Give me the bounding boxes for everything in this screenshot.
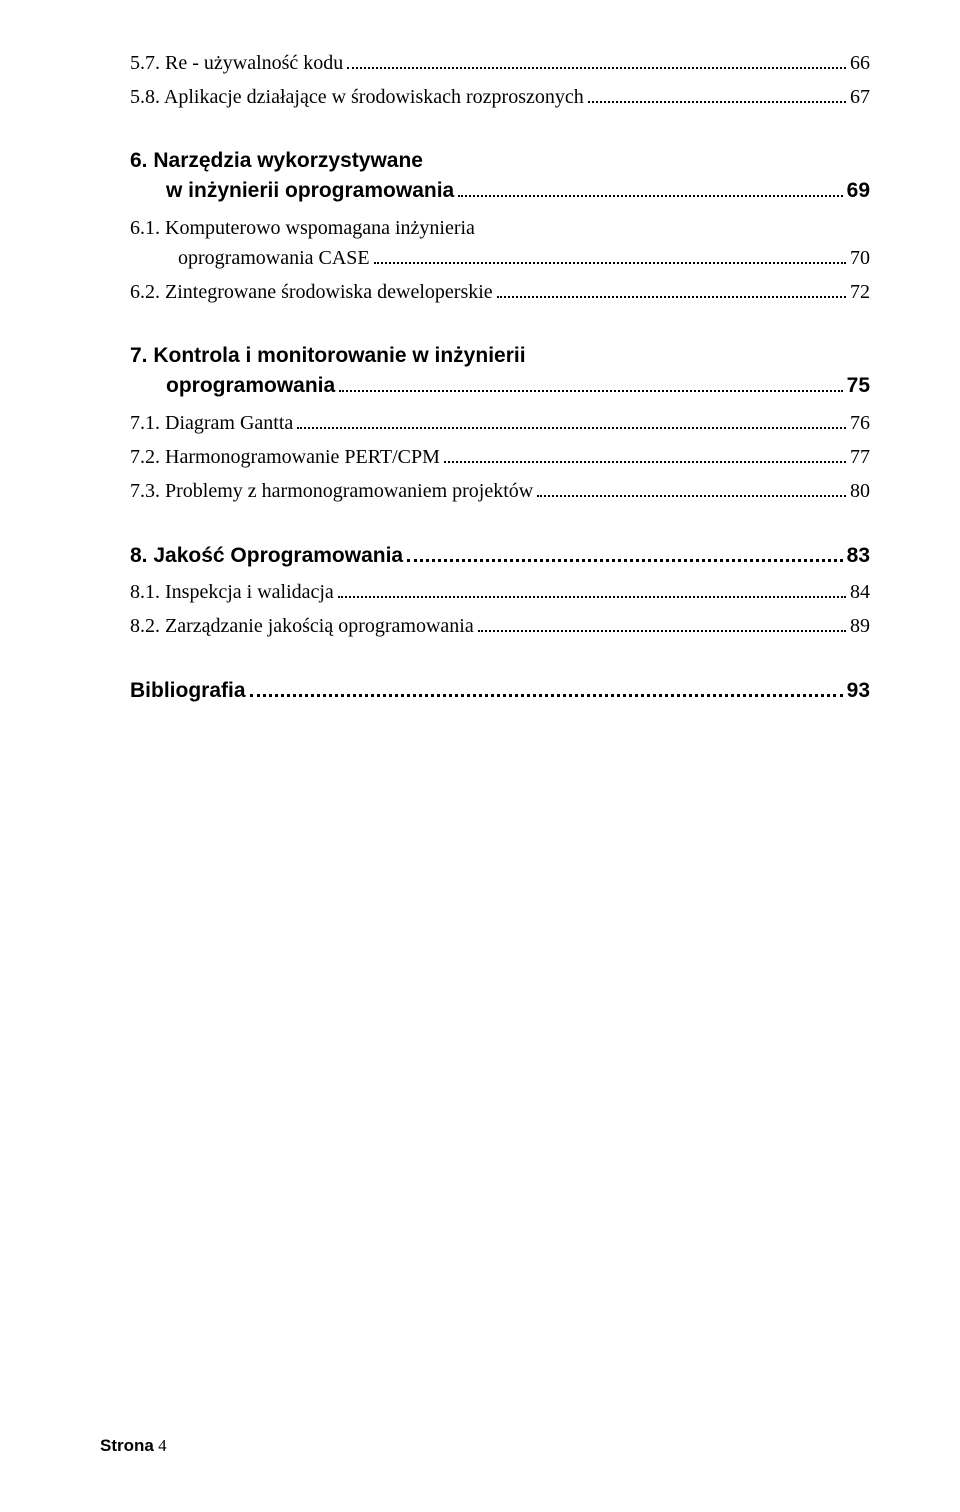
toc-leader <box>374 262 846 264</box>
footer-page-number: 4 <box>158 1436 167 1455</box>
toc-page: 72 <box>850 277 870 307</box>
toc-label: 6.2. Zintegrowane środowiska dewelopersk… <box>130 277 493 307</box>
toc-label: 8. Jakość Oprogramowania <box>130 540 403 572</box>
toc-page: 83 <box>847 540 870 572</box>
toc-chapter-label-line1: 6. Narzędzia wykorzystywane <box>130 146 870 176</box>
toc-leader <box>338 596 846 598</box>
toc-page: 67 <box>850 82 870 112</box>
toc-chapter-label-line2: w inżynierii oprogramowania <box>166 176 454 206</box>
toc-page: 75 <box>847 371 870 401</box>
toc-leader <box>458 195 842 197</box>
toc-page: 93 <box>847 675 870 707</box>
toc-leader <box>297 427 846 429</box>
toc-label: 5.8. Aplikacje działające w środowiskach… <box>130 82 584 112</box>
toc-leader <box>478 630 846 632</box>
toc-label: 8.1. Inspekcja i walidacja <box>130 577 334 607</box>
toc-leader <box>339 390 842 392</box>
toc-page: 77 <box>850 442 870 472</box>
toc-page: 66 <box>850 48 870 78</box>
toc-entry-7-2: 7.2. Harmonogramowanie PERT/CPM 77 <box>130 442 870 472</box>
toc-entry-7-3: 7.3. Problemy z harmonogramowaniem proje… <box>130 476 870 506</box>
toc-leader <box>444 461 846 463</box>
toc-leader <box>347 67 846 69</box>
toc-page: 70 <box>850 243 870 273</box>
toc-leader <box>407 559 843 562</box>
toc-label: 7.2. Harmonogramowanie PERT/CPM <box>130 442 440 472</box>
toc-page: 89 <box>850 611 870 641</box>
toc-chapter-label-line1: 7. Kontrola i monitorowanie w inżynierii <box>130 341 870 371</box>
toc-leader <box>250 694 843 697</box>
toc-entry-8-2: 8.2. Zarządzanie jakością oprogramowania… <box>130 611 870 641</box>
toc-page: 69 <box>847 176 870 206</box>
toc-leader <box>588 101 846 103</box>
toc-entry-5-7: 5.7. Re - używalność kodu 66 <box>130 48 870 78</box>
toc-chapter-label-line2: oprogramowania <box>166 371 335 401</box>
toc-label: 7.3. Problemy z harmonogramowaniem proje… <box>130 476 533 506</box>
toc-entry-7-1: 7.1. Diagram Gantta 76 <box>130 408 870 438</box>
toc-page: 76 <box>850 408 870 438</box>
footer-label: Strona <box>100 1436 154 1455</box>
toc-label: Bibliografia <box>130 675 246 707</box>
toc-leader <box>497 296 846 298</box>
toc-chapter-6: 6. Narzędzia wykorzystywane w inżynierii… <box>130 146 870 207</box>
toc-label: 7.1. Diagram Gantta <box>130 408 293 438</box>
toc-bibliography: Bibliografia 93 <box>130 675 870 707</box>
toc-entry-6-1: 6.1. Komputerowo wspomagana inżynieria o… <box>130 213 870 273</box>
toc-page: 84 <box>850 577 870 607</box>
toc-label-line1: 6.1. Komputerowo wspomagana inżynieria <box>130 213 870 243</box>
toc-label: 8.2. Zarządzanie jakością oprogramowania <box>130 611 474 641</box>
toc-page: 80 <box>850 476 870 506</box>
toc-entry-8-1: 8.1. Inspekcja i walidacja 84 <box>130 577 870 607</box>
toc-label: 5.7. Re - używalność kodu <box>130 48 343 78</box>
toc-leader <box>537 495 846 497</box>
toc-entry-5-8: 5.8. Aplikacje działające w środowiskach… <box>130 82 870 112</box>
page-footer: Strona 4 <box>100 1436 167 1456</box>
toc-entry-6-2: 6.2. Zintegrowane środowiska dewelopersk… <box>130 277 870 307</box>
toc-label-line2: oprogramowania CASE <box>178 243 370 273</box>
toc-chapter-7: 7. Kontrola i monitorowanie w inżynierii… <box>130 341 870 402</box>
toc-chapter-8: 8. Jakość Oprogramowania 83 <box>130 540 870 572</box>
